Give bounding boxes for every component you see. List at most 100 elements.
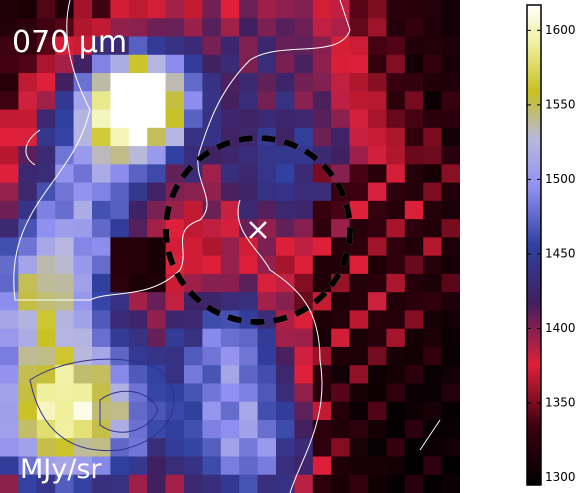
contour — [25, 129, 441, 451]
pixel — [92, 474, 111, 493]
pixel — [441, 328, 460, 348]
pixel — [55, 273, 75, 293]
pixel — [36, 401, 56, 421]
pixel — [368, 127, 387, 147]
pixel — [404, 146, 424, 165]
pixel — [294, 292, 314, 311]
pixel — [128, 255, 148, 275]
pixel — [368, 292, 387, 311]
pixel — [202, 182, 222, 202]
pixel — [73, 109, 93, 129]
pixel — [441, 438, 460, 457]
pixel — [128, 401, 148, 421]
pixel — [110, 182, 130, 202]
pixel — [0, 346, 19, 366]
pixel — [165, 328, 185, 348]
pixel — [184, 182, 203, 202]
pixel — [349, 401, 369, 421]
pixel — [441, 91, 460, 111]
pixel — [202, 292, 222, 311]
colorbar-tick-label: 1450 — [545, 246, 576, 260]
contour — [237, 199, 323, 493]
pixel — [441, 219, 460, 238]
pixel — [312, 237, 332, 257]
pixel — [386, 127, 406, 147]
pixel — [55, 219, 75, 238]
pixel — [36, 474, 56, 493]
pixel — [368, 365, 387, 384]
pixel — [368, 438, 387, 457]
pixel — [202, 219, 222, 238]
pixel — [110, 346, 130, 366]
pixel — [36, 438, 56, 457]
pixel — [110, 91, 130, 111]
pixel — [92, 219, 111, 238]
pixel — [331, 474, 351, 493]
pixel — [165, 73, 185, 92]
pixel — [55, 255, 75, 275]
pixel — [147, 346, 167, 366]
pixel — [423, 438, 443, 457]
pixel — [294, 401, 314, 421]
pixel — [276, 292, 295, 311]
pixel — [386, 54, 406, 74]
pixel — [55, 310, 75, 330]
pixel — [0, 18, 19, 38]
pixel — [404, 73, 424, 92]
pixel — [423, 146, 443, 165]
pixel — [386, 164, 406, 184]
pixel — [220, 91, 240, 111]
pixel — [349, 292, 369, 311]
pixel — [36, 200, 56, 220]
pixel — [36, 273, 56, 293]
pixel — [331, 292, 351, 311]
pixel — [55, 456, 75, 476]
pixel — [257, 292, 277, 311]
pixel — [239, 109, 259, 129]
pixel — [202, 438, 222, 457]
pixel — [294, 109, 314, 129]
pixel — [184, 383, 203, 403]
pixel — [147, 0, 167, 19]
pixel — [423, 219, 443, 238]
pixel — [368, 182, 387, 202]
pixel — [368, 273, 387, 293]
pixel — [55, 200, 75, 220]
pixel — [0, 292, 19, 311]
pixel — [0, 73, 19, 92]
pixel — [73, 383, 93, 403]
pixel — [423, 91, 443, 111]
pixel — [257, 419, 277, 439]
pixel — [404, 164, 424, 184]
pixel — [312, 401, 332, 421]
pixel — [423, 0, 443, 19]
pixel — [441, 255, 460, 275]
pixel — [128, 219, 148, 238]
pixel — [257, 200, 277, 220]
pixel — [73, 401, 93, 421]
pixel — [349, 365, 369, 384]
pixel — [257, 109, 277, 129]
pixel — [404, 328, 424, 348]
pixel — [0, 255, 19, 275]
pixel — [276, 91, 295, 111]
pixel — [0, 237, 19, 257]
pixel — [92, 73, 111, 92]
pixel — [0, 146, 19, 165]
pixel — [331, 346, 351, 366]
pixel — [202, 328, 222, 348]
pixel — [423, 127, 443, 147]
pixel — [257, 346, 277, 366]
pixel — [257, 401, 277, 421]
pixel — [110, 255, 130, 275]
pixel — [165, 0, 185, 19]
pixel — [165, 91, 185, 111]
pixel — [423, 182, 443, 202]
pixel — [294, 383, 314, 403]
pixel — [349, 182, 369, 202]
pixel — [312, 91, 332, 111]
pixel — [220, 438, 240, 457]
pixel — [0, 0, 19, 19]
pixel — [404, 109, 424, 129]
pixel — [239, 419, 259, 439]
